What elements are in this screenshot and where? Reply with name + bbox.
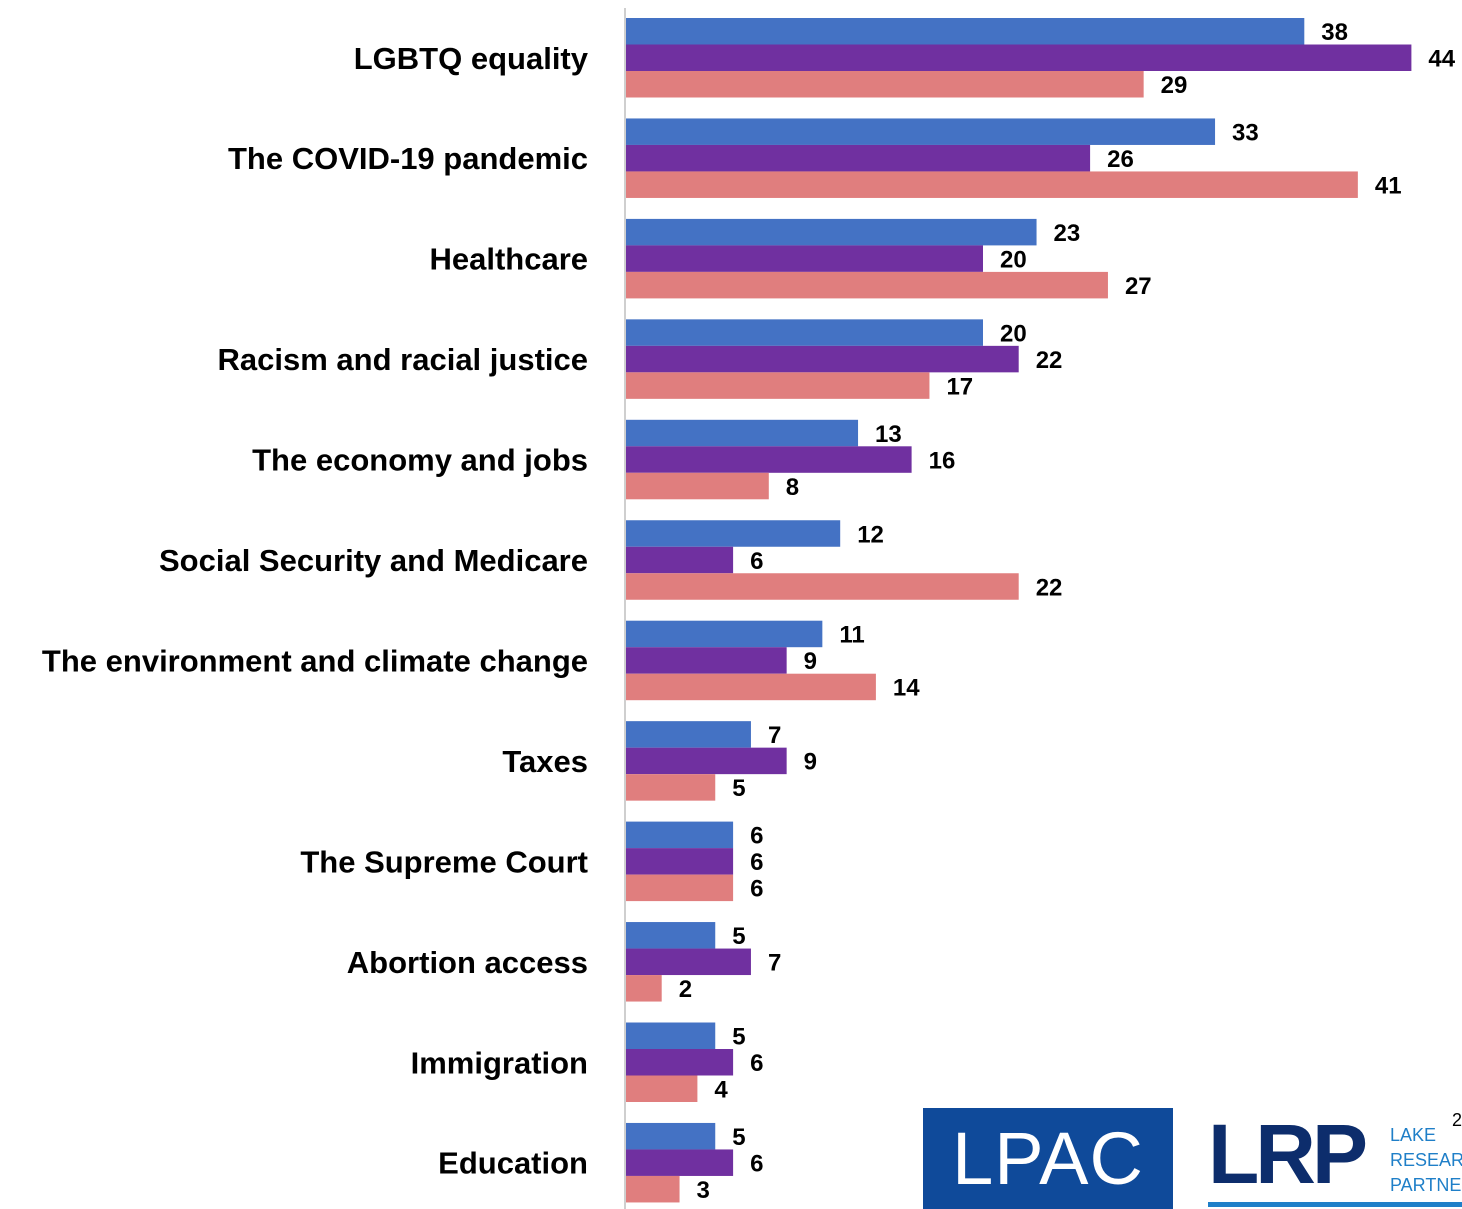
bar-series3-the-environment-and-climate-change (626, 673, 876, 701)
data-label-series3-immigration: 4 (714, 1077, 728, 1104)
data-label-series3-education: 3 (697, 1177, 710, 1204)
data-label-series2-healthcare: 20 (1000, 246, 1027, 273)
data-label-series2-the-environment-and-climate-change: 9 (804, 648, 817, 675)
bar-series1-healthcare (626, 218, 1037, 246)
data-label-series2-abortion-access: 7 (768, 950, 781, 977)
data-label-series3-abortion-access: 2 (679, 976, 692, 1003)
data-label-series1-education: 5 (732, 1124, 745, 1151)
data-label-series2-social-security-and-medicare: 6 (750, 548, 763, 575)
bar-series2-the-supreme-court (626, 848, 734, 875)
data-label-series2-taxes: 9 (804, 749, 817, 776)
lrp-logo-text-line: LAKE (1390, 1125, 1437, 1145)
bar-series2-education (626, 1149, 734, 1176)
bar-series1-education (626, 1122, 716, 1150)
data-label-series1-immigration: 5 (732, 1024, 745, 1051)
bar-series3-abortion-access (626, 975, 662, 1002)
bar-series2-taxes (626, 747, 787, 775)
data-label-series3-the-supreme-court: 6 (750, 876, 763, 903)
bar-series3-education (626, 1175, 680, 1203)
bar-series1-lgbtq-equality (626, 18, 1305, 45)
bar-series1-the-economy-and-jobs (626, 419, 859, 447)
data-label-series1-racism-and-racial-justice: 20 (1000, 320, 1027, 347)
lrp-logo-underline (1208, 1202, 1462, 1207)
category-label-lgbtq-equality: LGBTQ equality (354, 41, 589, 76)
category-label-the-environment-and-climate-change: The environment and climate change (42, 643, 588, 678)
bar-series2-the-environment-and-climate-change (626, 647, 787, 674)
bar-series3-social-security-and-medicare (626, 573, 1019, 600)
data-label-series1-social-security-and-medicare: 12 (857, 521, 884, 548)
bar-series3-immigration (626, 1075, 698, 1102)
bar-series1-immigration (626, 1022, 716, 1049)
bar-series1-abortion-access (626, 922, 716, 949)
category-label-healthcare: Healthcare (429, 242, 588, 277)
bar-series2-the-economy-and-jobs (626, 446, 912, 473)
bar-series3-the-economy-and-jobs (626, 472, 769, 500)
data-label-series3-healthcare: 27 (1125, 273, 1152, 300)
bar-series3-racism-and-racial-justice (626, 372, 930, 399)
bar-series1-the-supreme-court (626, 821, 734, 849)
data-label-series2-the-economy-and-jobs: 16 (929, 447, 956, 474)
data-label-series3-social-security-and-medicare: 22 (1036, 574, 1063, 601)
bar-series3-lgbtq-equality (626, 71, 1144, 98)
data-label-series2-immigration: 6 (750, 1050, 763, 1077)
bar-series2-healthcare (626, 245, 983, 272)
data-label-series1-healthcare: 23 (1054, 220, 1081, 247)
data-label-series3-the-economy-and-jobs: 8 (786, 474, 799, 501)
data-label-series1-the-economy-and-jobs: 13 (875, 421, 902, 448)
bar-series2-the-covid-19-pandemic (626, 144, 1091, 172)
data-label-series1-taxes: 7 (768, 722, 781, 749)
bar-series2-lgbtq-equality (626, 44, 1412, 71)
bar-series1-taxes (626, 721, 751, 748)
bar-series2-immigration (626, 1049, 734, 1076)
data-label-series3-taxes: 5 (732, 775, 745, 802)
data-label-series3-the-environment-and-climate-change: 14 (893, 675, 920, 702)
lpac-logo: LPAC (923, 1108, 1173, 1209)
data-label-series2-education: 6 (750, 1150, 763, 1177)
bar-series1-social-security-and-medicare (626, 520, 841, 547)
bars (626, 18, 1412, 1203)
bar-series2-social-security-and-medicare (626, 546, 734, 574)
data-label-series3-the-covid-19-pandemic: 41 (1375, 172, 1402, 199)
category-label-education: Education (438, 1146, 588, 1181)
bar-series1-racism-and-racial-justice (626, 319, 983, 346)
bar-series3-the-covid-19-pandemic (626, 171, 1358, 198)
lpac-logo-text: LPAC (952, 1117, 1144, 1200)
category-label-social-security-and-medicare: Social Security and Medicare (159, 543, 588, 578)
data-label-series2-the-supreme-court: 6 (750, 849, 763, 876)
lrp-logo-mark: LRP (1208, 1108, 1368, 1201)
bar-series3-taxes (626, 774, 716, 801)
data-label-series1-lgbtq-equality: 38 (1321, 19, 1348, 46)
data-label-series2-racism-and-racial-justice: 22 (1036, 347, 1063, 374)
data-label-series2-lgbtq-equality: 44 (1428, 46, 1455, 73)
data-label-series1-the-covid-19-pandemic: 33 (1232, 119, 1259, 146)
category-label-the-covid-19-pandemic: The COVID-19 pandemic (228, 141, 588, 176)
data-label-series1-abortion-access: 5 (732, 923, 745, 950)
data-label-series3-lgbtq-equality: 29 (1161, 72, 1188, 99)
bar-series3-healthcare (626, 271, 1108, 299)
category-label-racism-and-racial-justice: Racism and racial justice (218, 342, 588, 377)
lrp-logo-text-line: RESEAR (1390, 1150, 1462, 1170)
category-label-the-economy-and-jobs: The economy and jobs (252, 443, 588, 478)
data-label-series1-the-environment-and-climate-change: 11 (839, 622, 864, 649)
data-label-series1-the-supreme-court: 6 (750, 823, 763, 850)
category-label-the-supreme-court: The Supreme Court (300, 844, 588, 879)
data-labels: 3844293326412320272022171316812622119147… (679, 19, 1456, 1204)
bar-series2-racism-and-racial-justice (626, 345, 1019, 373)
page-number: 2 (1452, 1110, 1462, 1130)
category-label-immigration: Immigration (411, 1045, 588, 1080)
category-label-taxes: Taxes (502, 744, 588, 779)
category-label-abortion-access: Abortion access (347, 945, 588, 980)
category-labels: LGBTQ equality The COVID-19 pandemic Healt… (42, 41, 589, 1181)
bar-series3-the-supreme-court (626, 874, 734, 902)
bar-series1-the-covid-19-pandemic (626, 118, 1216, 145)
bar-series2-abortion-access (626, 948, 751, 976)
lrp-logo-text-line: PARTNE (1390, 1175, 1462, 1195)
data-label-series3-racism-and-racial-justice: 17 (946, 373, 973, 400)
data-label-series2-the-covid-19-pandemic: 26 (1107, 146, 1134, 173)
bar-series1-the-environment-and-climate-change (626, 620, 823, 648)
lrp-logo: LRP LAKE RESEAR PARTNE (1208, 1108, 1462, 1209)
